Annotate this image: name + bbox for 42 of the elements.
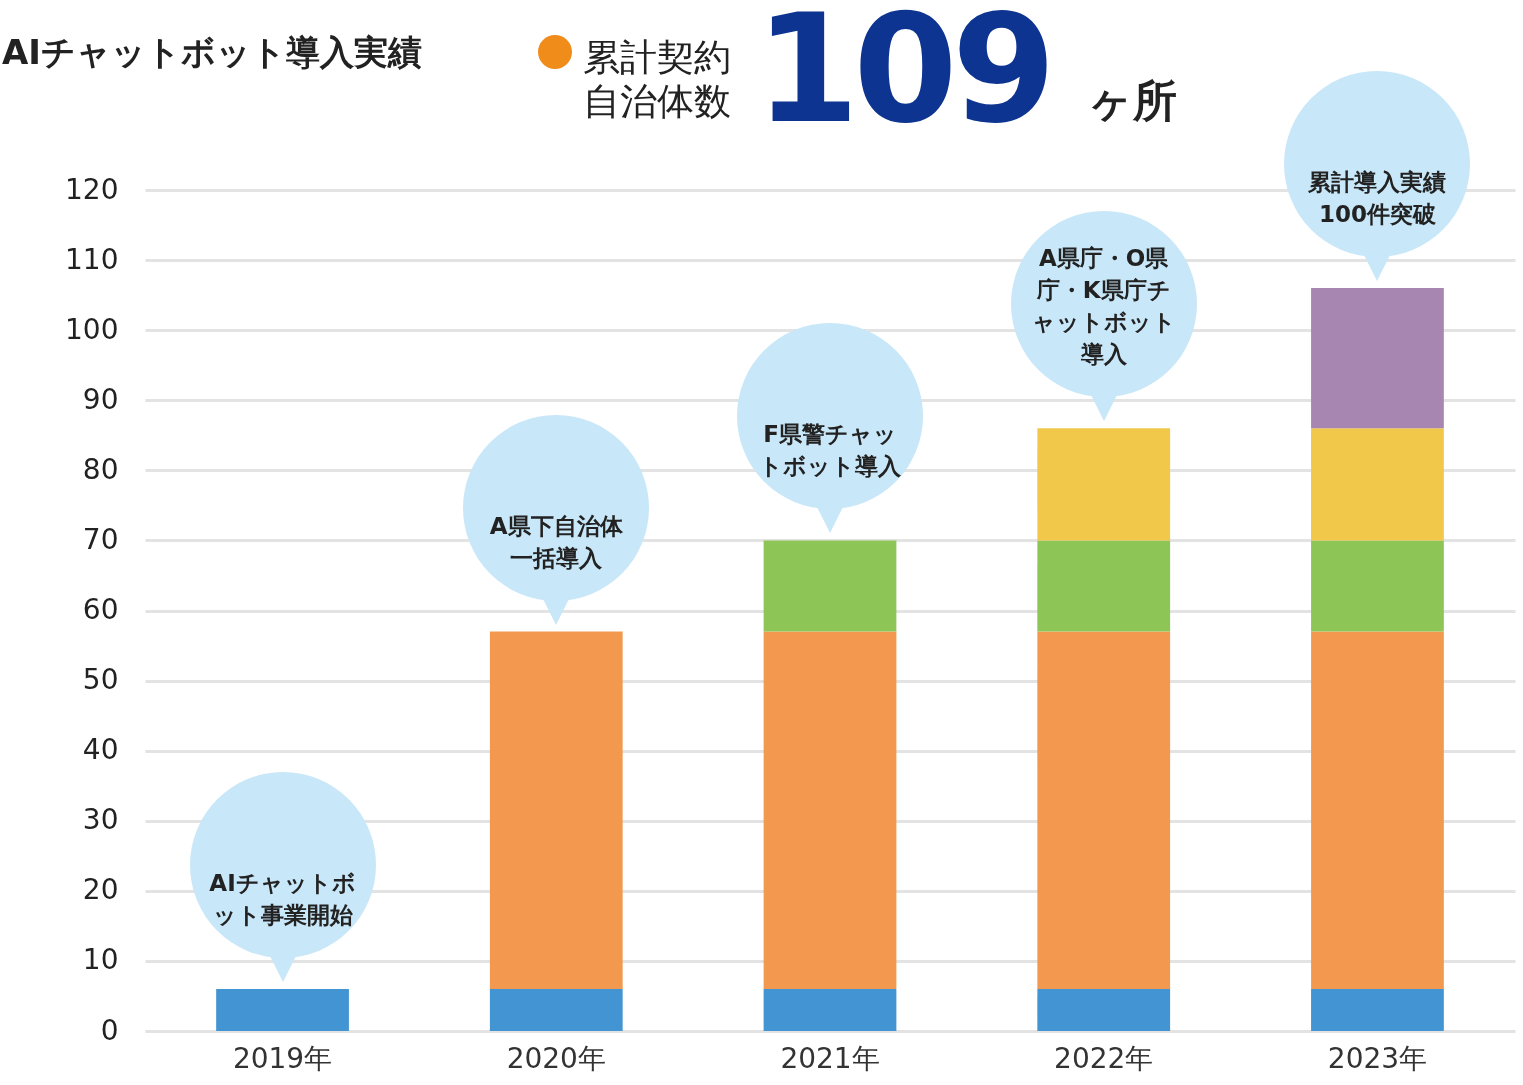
text: 109 [755, 0, 1051, 156]
chart-title: AIチャットボット導入実績 [2, 31, 422, 74]
chart-subtitle: 累計契約自治体数 [583, 36, 732, 124]
x-tick-label: 2019年 [232, 1041, 333, 1075]
y-tick-label: 90 [82, 382, 119, 416]
y-tick-label: 40 [82, 733, 119, 767]
y-tick-label: 70 [82, 522, 119, 556]
y-tick-label: 0 [100, 1013, 119, 1047]
bar [489, 988, 623, 1031]
annotation: F県警チャットボット導入 [758, 420, 902, 482]
x-tick-label: 2023年 [1327, 1041, 1428, 1075]
bar [1311, 631, 1444, 989]
bar [1037, 988, 1171, 1031]
bar [1311, 540, 1444, 632]
y-tick-label: 80 [82, 452, 119, 486]
x-tick-label: 2021年 [780, 1041, 880, 1075]
bar [1311, 428, 1444, 541]
bar [1311, 988, 1444, 1031]
bar [763, 631, 897, 989]
x-tick-label: 2022年 [1054, 1041, 1154, 1075]
bar [1037, 428, 1171, 541]
annotation: A県下自治体一括導入 [488, 511, 624, 573]
bar [763, 540, 897, 632]
bar [1037, 631, 1171, 989]
bar [489, 631, 623, 989]
y-tick-label: 20 [82, 873, 119, 907]
y-tick-label: 120 [65, 172, 119, 206]
x-tick-label: 2020年 [506, 1041, 606, 1075]
annotation: AIチャットボット事業開始 [208, 868, 357, 930]
text: ヶ所 [1088, 74, 1177, 128]
bar [1311, 288, 1444, 429]
bar [763, 988, 897, 1031]
annotation: 累計導入実績100件突破 [1307, 168, 1448, 230]
y-tick-label: 50 [82, 663, 119, 697]
annotation: A県庁・O県庁・K県庁チャットボット導入 [1030, 244, 1177, 370]
y-tick-label: 60 [82, 593, 119, 626]
bar [1037, 540, 1171, 632]
y-tick-label: 30 [82, 803, 119, 837]
y-tick-label: 10 [82, 943, 119, 977]
y-tick-label: 100 [65, 312, 119, 346]
bar [216, 988, 349, 1031]
y-tick-label: 110 [65, 242, 119, 276]
